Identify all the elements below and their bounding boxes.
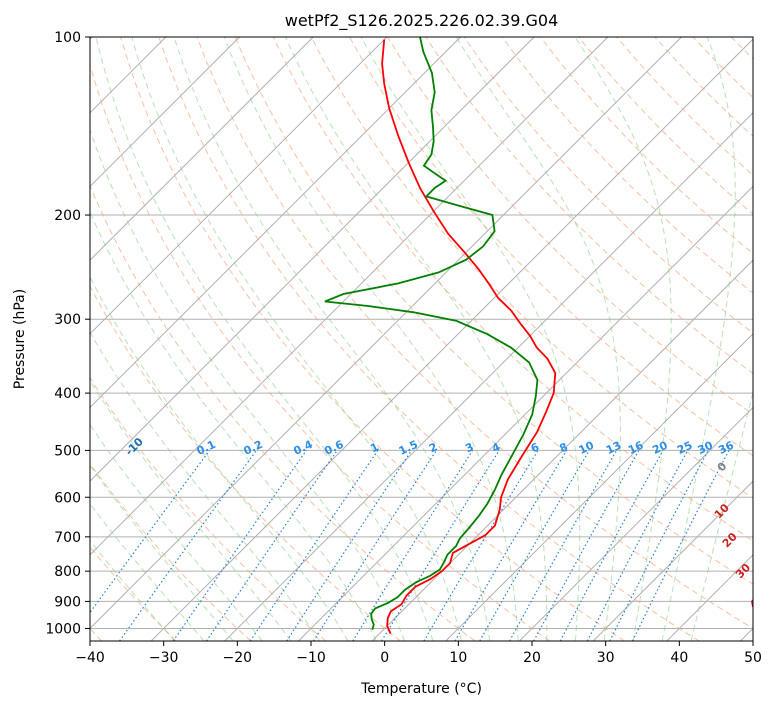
mixing-ratio-line [533, 450, 640, 641]
y-tick-label: 800 [54, 564, 81, 580]
moist-adiabat-line [90, 423, 263, 641]
moist-adiabat-line [285, 37, 548, 641]
mixing-ratio-line [172, 450, 307, 641]
x-axis-title: Temperature (°C) [360, 681, 482, 697]
moist-adiabat-line [690, 390, 753, 641]
y-axis-title: Pressure (hPa) [12, 289, 28, 389]
x-tick-label: 50 [744, 650, 762, 666]
y-tick-label: 900 [54, 594, 81, 610]
moist-adiabat-line [90, 128, 406, 641]
x-tick-label: −30 [149, 650, 179, 666]
dry-adiabat-line [272, 37, 753, 542]
profile-series [324, 37, 557, 634]
y-tick-label: 300 [54, 312, 81, 328]
dry-adiabat-line [90, 376, 327, 641]
dry-adiabat-line [501, 37, 753, 294]
moist-adiabat-line [173, 37, 491, 641]
x-tick-label: 40 [670, 650, 688, 666]
moist-adiabat-line [661, 37, 736, 641]
moist-adiabat-line [90, 210, 377, 641]
isotherm-line [592, 480, 753, 641]
mixing-ratio-label: 30 [696, 439, 716, 457]
isotherm-line [90, 37, 609, 556]
series-line-1 [324, 37, 539, 630]
mixing-ratio-line [312, 450, 437, 641]
y-tick-label: 200 [54, 208, 81, 224]
moist-adiabat-line [90, 539, 176, 641]
dry-adiabat-line [90, 463, 252, 641]
mixing-ratio-lines [90, 450, 730, 641]
moist-adiabat-label: 40 [747, 591, 767, 611]
moist-adiabat-line [90, 276, 349, 641]
y-tick-label: 500 [54, 443, 81, 459]
isotherm-line [150, 38, 753, 641]
y-tick-label: 100 [54, 30, 81, 46]
mixing-ratio-line [559, 450, 664, 641]
mixing-ratio-line [632, 450, 730, 641]
mixing-ratio-line [381, 450, 500, 641]
mixing-ratio-line [119, 450, 257, 641]
x-tick-label: 30 [597, 650, 615, 666]
x-tick-label: −40 [75, 650, 105, 666]
plot-frame [89, 36, 754, 642]
moist-adiabat-line [360, 37, 581, 641]
mixing-ratio-label: 25 [675, 439, 694, 457]
moist-adiabat-line [90, 503, 205, 641]
y-tick-label: 1000 [45, 621, 81, 637]
isotherm-line [371, 259, 753, 641]
x-axis: −40 −30 −20 −10 0 10 20 30 40 50 [75, 641, 762, 666]
series-line-0 [381, 39, 557, 634]
plot-area: -100-90-80-70-60-50-40-30-20-10010203040… [90, 37, 767, 641]
x-tick-label: 10 [449, 650, 467, 666]
moist-adiabat-line [90, 464, 234, 641]
isotherm-line [224, 112, 753, 641]
x-tick-label: 20 [523, 650, 541, 666]
x-tick-label: 0 [380, 650, 389, 666]
x-tick-label: −20 [223, 650, 253, 666]
chart-title: wetPf2_S126.2025.226.02.39.G04 [285, 11, 559, 31]
moist-adiabat-line [95, 37, 434, 641]
dry-adiabat-line [310, 37, 753, 499]
mixing-ratio-label: 20 [650, 439, 670, 457]
isotherm-line [90, 37, 240, 188]
isotherm-line [90, 37, 388, 335]
moist-adiabat-line [90, 379, 292, 641]
mixing-ratio-label: 16 [626, 439, 646, 457]
moist-adiabat-line [90, 331, 320, 641]
mixing-ratio-line [509, 450, 618, 641]
dry-adiabats [90, 37, 753, 641]
mixing-ratio-label: 13 [604, 439, 623, 457]
mixing-ratio-line [90, 450, 211, 614]
dry-adiabat-line [234, 37, 753, 585]
isotherm-line [90, 37, 314, 261]
mixing-ratio-line [249, 450, 379, 641]
x-tick-label: −10 [296, 650, 326, 666]
dry-adiabat-line [90, 63, 551, 641]
y-tick-label: 700 [54, 530, 81, 546]
mixing-ratio-line [286, 450, 413, 641]
dry-adiabat-line [120, 37, 625, 641]
mixing-ratio-line [205, 450, 338, 641]
moist-adiabat-line [223, 37, 519, 641]
y-axis: 100 200 300 400 500 600 700 800 900 1000 [45, 30, 90, 637]
dry-adiabat-line [158, 37, 700, 641]
isotherm-line [445, 333, 753, 641]
isotherm-line [519, 406, 753, 641]
y-tick-label: 600 [54, 490, 81, 506]
dry-adiabat-line [463, 37, 753, 334]
dry-adiabat-line [196, 37, 753, 630]
mixing-ratio-label: 36 [716, 439, 736, 457]
mixing-ratio-label: 10 [577, 439, 597, 457]
moist-adiabat-line [131, 37, 462, 641]
moist-adiabat-line [574, 37, 672, 641]
y-tick-label: 400 [54, 386, 81, 402]
